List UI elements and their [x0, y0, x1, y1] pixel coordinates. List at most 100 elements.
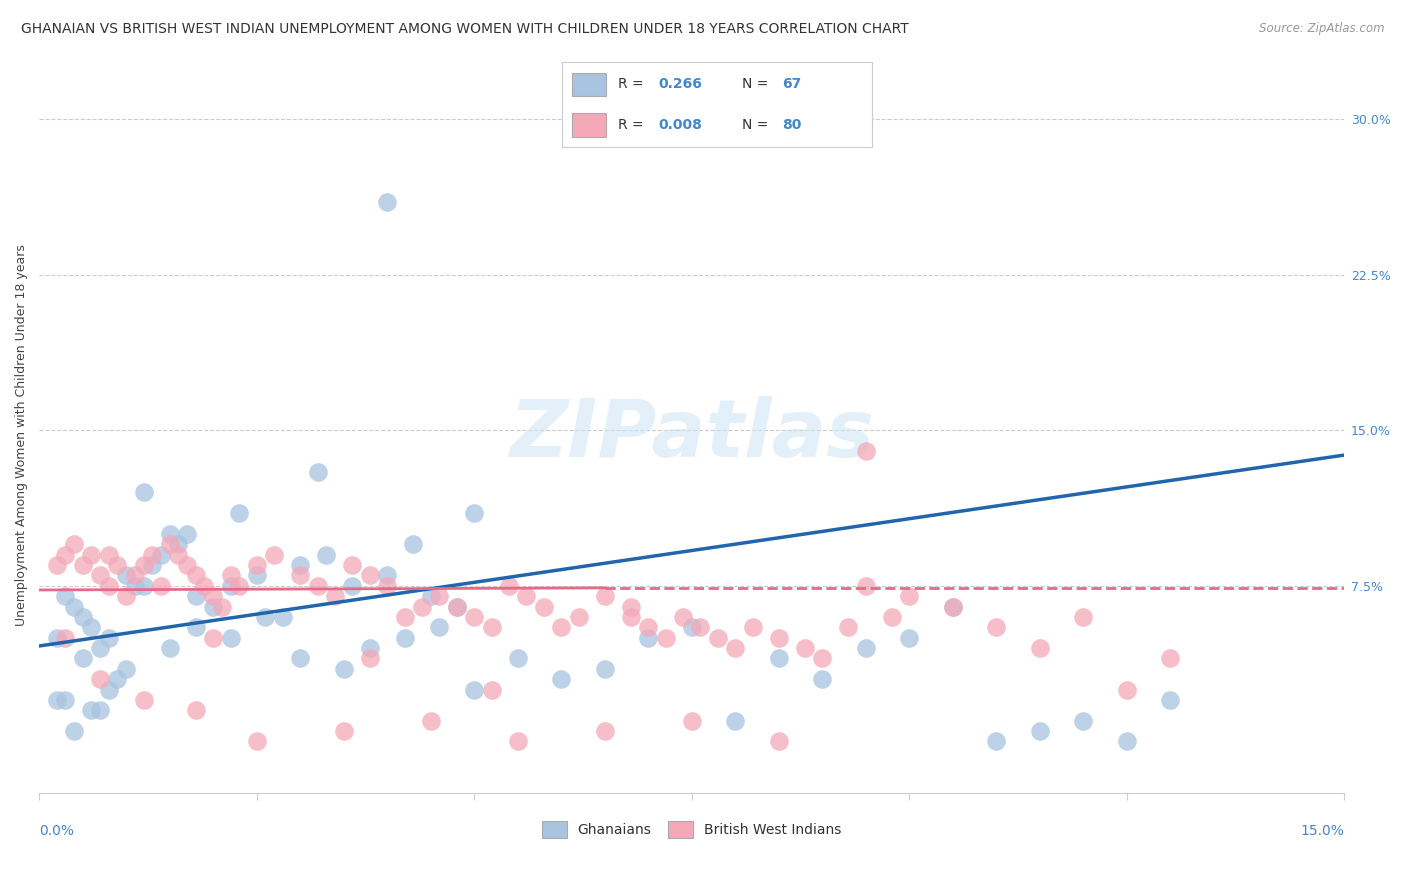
- Point: [332, 662, 354, 676]
- Point: [593, 662, 616, 676]
- Point: [115, 589, 138, 603]
- Point: [89, 641, 111, 656]
- Point: [411, 599, 433, 614]
- Point: [97, 682, 120, 697]
- Point: [53, 631, 76, 645]
- Point: [681, 714, 703, 728]
- Point: [184, 703, 207, 717]
- Point: [202, 631, 225, 645]
- Point: [107, 672, 129, 686]
- Point: [97, 579, 120, 593]
- Point: [176, 558, 198, 572]
- Point: [342, 558, 364, 572]
- Point: [107, 558, 129, 572]
- Point: [1115, 682, 1137, 697]
- Point: [176, 527, 198, 541]
- Point: [45, 693, 67, 707]
- Point: [724, 714, 747, 728]
- Point: [855, 579, 877, 593]
- Point: [246, 734, 269, 748]
- Point: [332, 724, 354, 739]
- Point: [359, 568, 381, 582]
- Point: [620, 599, 643, 614]
- Point: [141, 558, 163, 572]
- Text: Source: ZipAtlas.com: Source: ZipAtlas.com: [1260, 22, 1385, 36]
- Point: [80, 703, 103, 717]
- Point: [515, 589, 537, 603]
- Point: [184, 589, 207, 603]
- Text: N =: N =: [742, 78, 772, 92]
- Point: [986, 620, 1008, 634]
- Point: [132, 558, 155, 572]
- Point: [689, 620, 711, 634]
- Point: [149, 548, 172, 562]
- Text: R =: R =: [619, 78, 648, 92]
- Point: [706, 631, 728, 645]
- Point: [654, 631, 676, 645]
- Point: [855, 641, 877, 656]
- Point: [672, 610, 695, 624]
- FancyBboxPatch shape: [572, 72, 606, 96]
- Point: [63, 537, 86, 551]
- Point: [837, 620, 859, 634]
- Point: [246, 568, 269, 582]
- Point: [620, 610, 643, 624]
- Point: [898, 589, 921, 603]
- Point: [184, 568, 207, 582]
- Point: [211, 599, 233, 614]
- Point: [741, 620, 763, 634]
- Point: [288, 651, 311, 665]
- Point: [1159, 651, 1181, 665]
- Point: [533, 599, 555, 614]
- Point: [811, 672, 834, 686]
- Point: [898, 631, 921, 645]
- Point: [132, 579, 155, 593]
- Point: [375, 194, 398, 209]
- Point: [184, 620, 207, 634]
- Point: [942, 599, 965, 614]
- Point: [202, 589, 225, 603]
- Point: [375, 579, 398, 593]
- Point: [446, 599, 468, 614]
- Point: [124, 568, 146, 582]
- Text: 80: 80: [782, 118, 801, 132]
- Point: [550, 672, 572, 686]
- Point: [167, 548, 190, 562]
- Point: [446, 599, 468, 614]
- Point: [115, 568, 138, 582]
- Point: [80, 548, 103, 562]
- Point: [132, 485, 155, 500]
- Point: [115, 662, 138, 676]
- Point: [149, 579, 172, 593]
- Point: [463, 682, 485, 697]
- Point: [506, 651, 529, 665]
- Point: [159, 641, 181, 656]
- Point: [427, 620, 450, 634]
- Point: [288, 568, 311, 582]
- Point: [724, 641, 747, 656]
- Point: [1159, 693, 1181, 707]
- Point: [159, 527, 181, 541]
- Point: [141, 548, 163, 562]
- Point: [1028, 724, 1050, 739]
- Point: [228, 579, 250, 593]
- Point: [481, 682, 503, 697]
- Point: [89, 568, 111, 582]
- Point: [342, 579, 364, 593]
- Point: [1071, 714, 1094, 728]
- Point: [375, 568, 398, 582]
- Point: [593, 724, 616, 739]
- Point: [53, 548, 76, 562]
- Point: [986, 734, 1008, 748]
- Point: [72, 610, 94, 624]
- Point: [593, 589, 616, 603]
- Point: [359, 651, 381, 665]
- Point: [219, 568, 242, 582]
- Point: [193, 579, 215, 593]
- Point: [880, 610, 903, 624]
- Point: [793, 641, 815, 656]
- Point: [167, 537, 190, 551]
- Point: [768, 734, 790, 748]
- Text: N =: N =: [742, 118, 772, 132]
- Point: [1071, 610, 1094, 624]
